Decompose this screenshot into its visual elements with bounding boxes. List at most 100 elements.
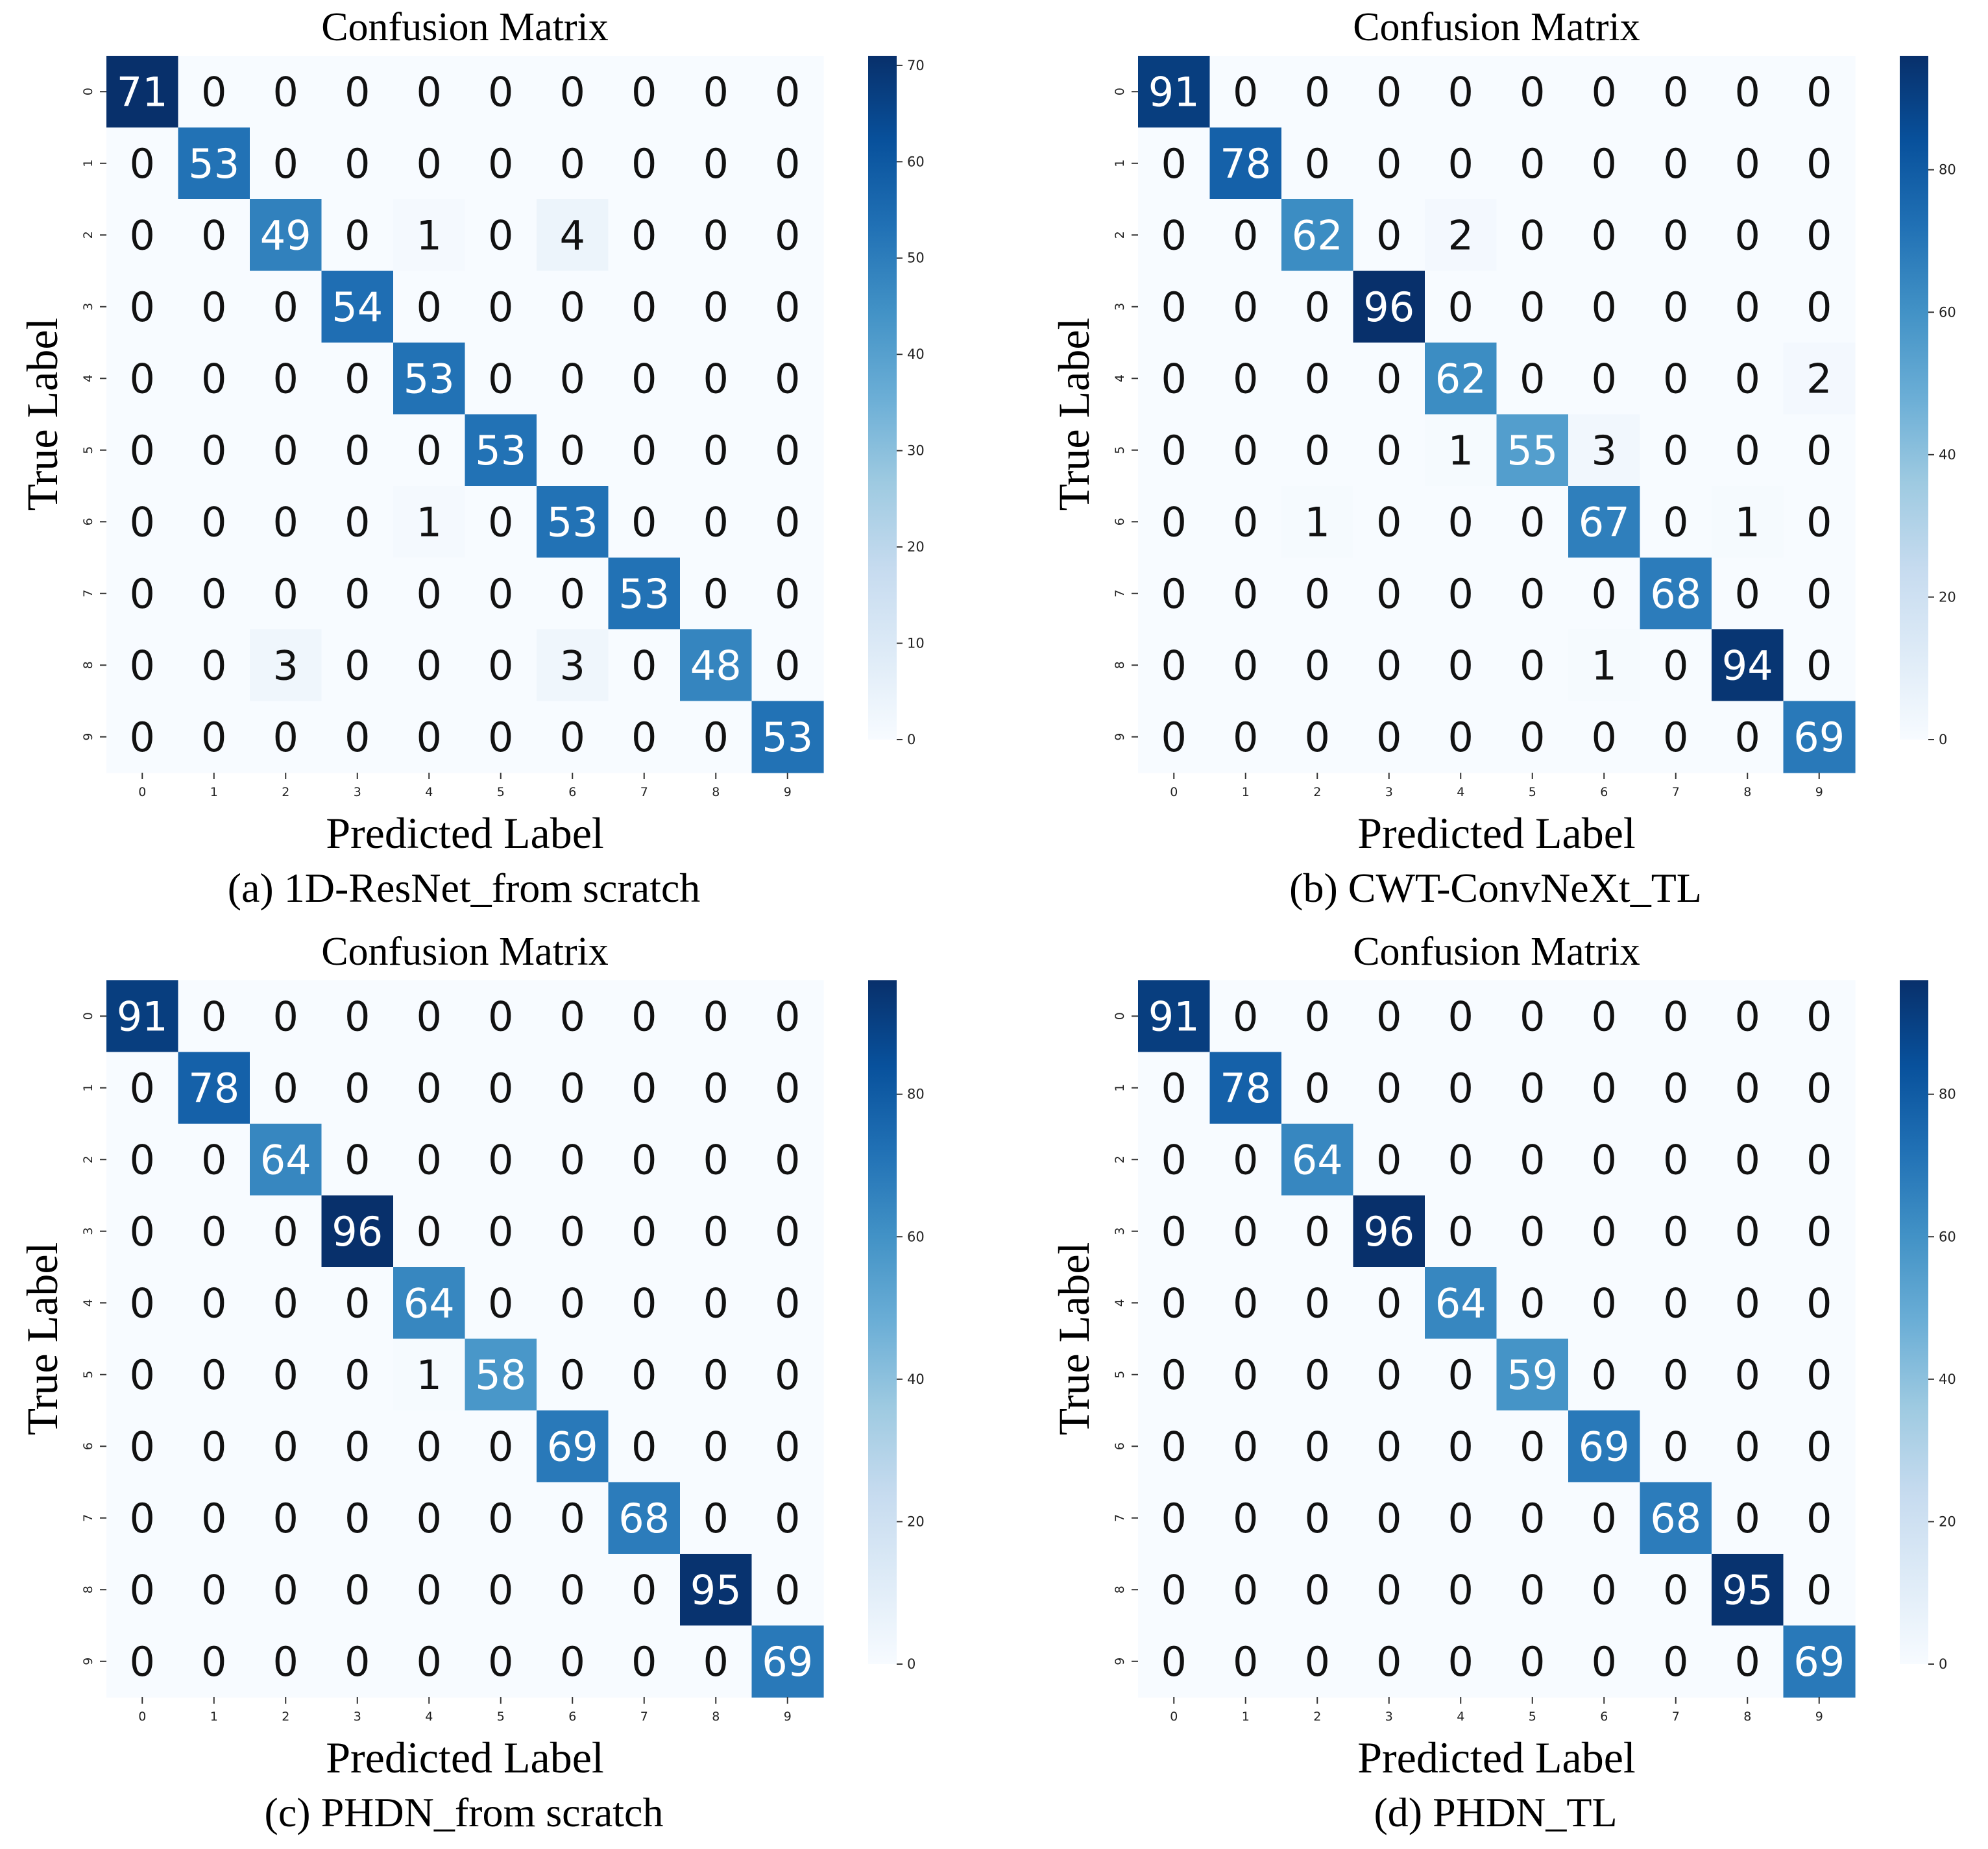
heatmap-cell — [1281, 1338, 1354, 1411]
heatmap-cell — [680, 1338, 753, 1411]
heatmap-cell — [1496, 271, 1569, 343]
cell-value-label: 0 — [1806, 211, 1832, 259]
heatmap-cell — [1568, 1410, 1641, 1483]
cell-value-label: 0 — [1305, 284, 1330, 331]
heatmap-cell — [1568, 271, 1641, 343]
heatmap-cell — [1425, 127, 1497, 200]
heatmap-cell — [1712, 1482, 1784, 1554]
cell-value-label: 68 — [618, 1495, 670, 1542]
cell-value-label: 0 — [1233, 1566, 1258, 1613]
heatmap-cell — [680, 1195, 753, 1268]
cell-value-label: 0 — [273, 68, 298, 115]
cell-value-label: 0 — [130, 1423, 155, 1470]
heatmap-cell — [1425, 199, 1497, 272]
y-tick-label: 9 — [81, 733, 95, 741]
heatmap-cell — [680, 1625, 753, 1698]
cell-value-label: 0 — [560, 355, 585, 402]
cell-value-label: 53 — [618, 570, 670, 618]
cell-value-label: 0 — [775, 284, 800, 331]
cell-value-label: 71 — [117, 68, 168, 115]
y-tick-label: 9 — [1113, 733, 1127, 741]
y-tick-label: 1 — [81, 160, 95, 167]
heatmap-cell — [608, 343, 681, 415]
heatmap-cell — [680, 1482, 753, 1554]
cell-value-label: 0 — [703, 68, 729, 115]
cell-value-label: 0 — [560, 1351, 585, 1399]
cell-value-label: 0 — [1592, 68, 1617, 115]
cell-value-label: 0 — [775, 1065, 800, 1112]
cell-value-label: 0 — [1233, 642, 1258, 689]
cell-value-label: 0 — [1305, 1279, 1330, 1327]
heatmap-cell — [751, 1052, 824, 1124]
cell-value-label: 0 — [1305, 1495, 1330, 1542]
cell-value-label: 53 — [547, 498, 598, 546]
heatmap-cell — [1783, 127, 1856, 200]
cell-value-label: 0 — [273, 570, 298, 618]
cell-value-label: 0 — [703, 714, 729, 761]
cell-value-label: 0 — [631, 140, 657, 187]
cell-value-label: 0 — [1305, 714, 1330, 761]
cell-value-label: 0 — [201, 427, 226, 474]
heatmap-cell — [393, 1625, 466, 1698]
y-tick-label: 7 — [1113, 590, 1127, 598]
heatmap-cell — [751, 1338, 824, 1411]
cell-value-label: 59 — [1507, 1351, 1558, 1399]
colorbar-tick-label: 20 — [1939, 1514, 1956, 1529]
heatmap-cell — [1138, 271, 1211, 343]
cell-value-label: 3 — [1592, 427, 1617, 474]
heatmap-cell — [1281, 199, 1354, 272]
cell-value-label: 0 — [488, 140, 513, 187]
heatmap-cell — [178, 1554, 250, 1626]
cell-value-label: 0 — [703, 1351, 729, 1399]
heatmap-cell — [537, 414, 609, 487]
heatmap-cell — [608, 629, 681, 702]
x-tick-label: 1 — [1242, 785, 1250, 799]
cell-value-label: 0 — [631, 1423, 657, 1470]
heatmap-cell — [1138, 1052, 1211, 1124]
cell-value-label: 0 — [130, 1065, 155, 1112]
heatmap-cell — [321, 1338, 394, 1411]
cell-value-label: 0 — [345, 714, 370, 761]
heatmap-cell — [537, 1554, 609, 1626]
heatmap-cell — [1138, 199, 1211, 272]
heatmap-cell — [250, 1554, 322, 1626]
heatmap-cell — [321, 127, 394, 200]
cell-value-label: 0 — [560, 140, 585, 187]
cell-value-label: 0 — [1161, 284, 1187, 331]
cell-value-label: 0 — [201, 68, 226, 115]
heatmap-cell — [751, 1482, 824, 1554]
heatmap-cell — [1568, 1554, 1641, 1626]
heatmap-cell — [1712, 629, 1784, 702]
heatmap-cell — [1353, 980, 1425, 1053]
cell-value-label: 0 — [1376, 68, 1401, 115]
cell-value-label: 0 — [488, 714, 513, 761]
cell-value-label: 0 — [201, 1279, 226, 1327]
heatmap-cell — [1496, 343, 1569, 415]
y-tick-label: 2 — [81, 231, 95, 239]
heatmap-cell — [250, 1410, 322, 1483]
heatmap-cell — [1425, 1267, 1497, 1340]
cell-value-label: 0 — [488, 1065, 513, 1112]
heatmap-cell — [250, 486, 322, 559]
x-tick-label: 0 — [138, 785, 146, 799]
y-tick-label: 5 — [81, 1371, 95, 1379]
heatmap-cell — [1281, 1410, 1354, 1483]
cell-value-label: 0 — [631, 1208, 657, 1255]
heatmap-cell — [1568, 1338, 1641, 1411]
heatmap-cell — [1568, 486, 1641, 559]
heatmap-cell — [321, 1124, 394, 1196]
heatmap-cell — [537, 1195, 609, 1268]
cell-value-label: 64 — [1435, 1279, 1486, 1327]
cell-value-label: 0 — [201, 1423, 226, 1470]
cell-value-label: 0 — [1806, 1566, 1832, 1613]
cell-value-label: 0 — [1233, 1495, 1258, 1542]
cell-value-label: 0 — [1161, 642, 1187, 689]
heatmap-cell — [250, 629, 322, 702]
cell-value-label: 0 — [345, 498, 370, 546]
cell-value-label: 0 — [1233, 1423, 1258, 1470]
heatmap-cell — [106, 1410, 179, 1483]
heatmap-cell — [1281, 980, 1354, 1053]
y-tick-label: 6 — [81, 1442, 95, 1450]
cell-value-label: 0 — [1663, 427, 1688, 474]
heatmap-cell — [250, 127, 322, 200]
